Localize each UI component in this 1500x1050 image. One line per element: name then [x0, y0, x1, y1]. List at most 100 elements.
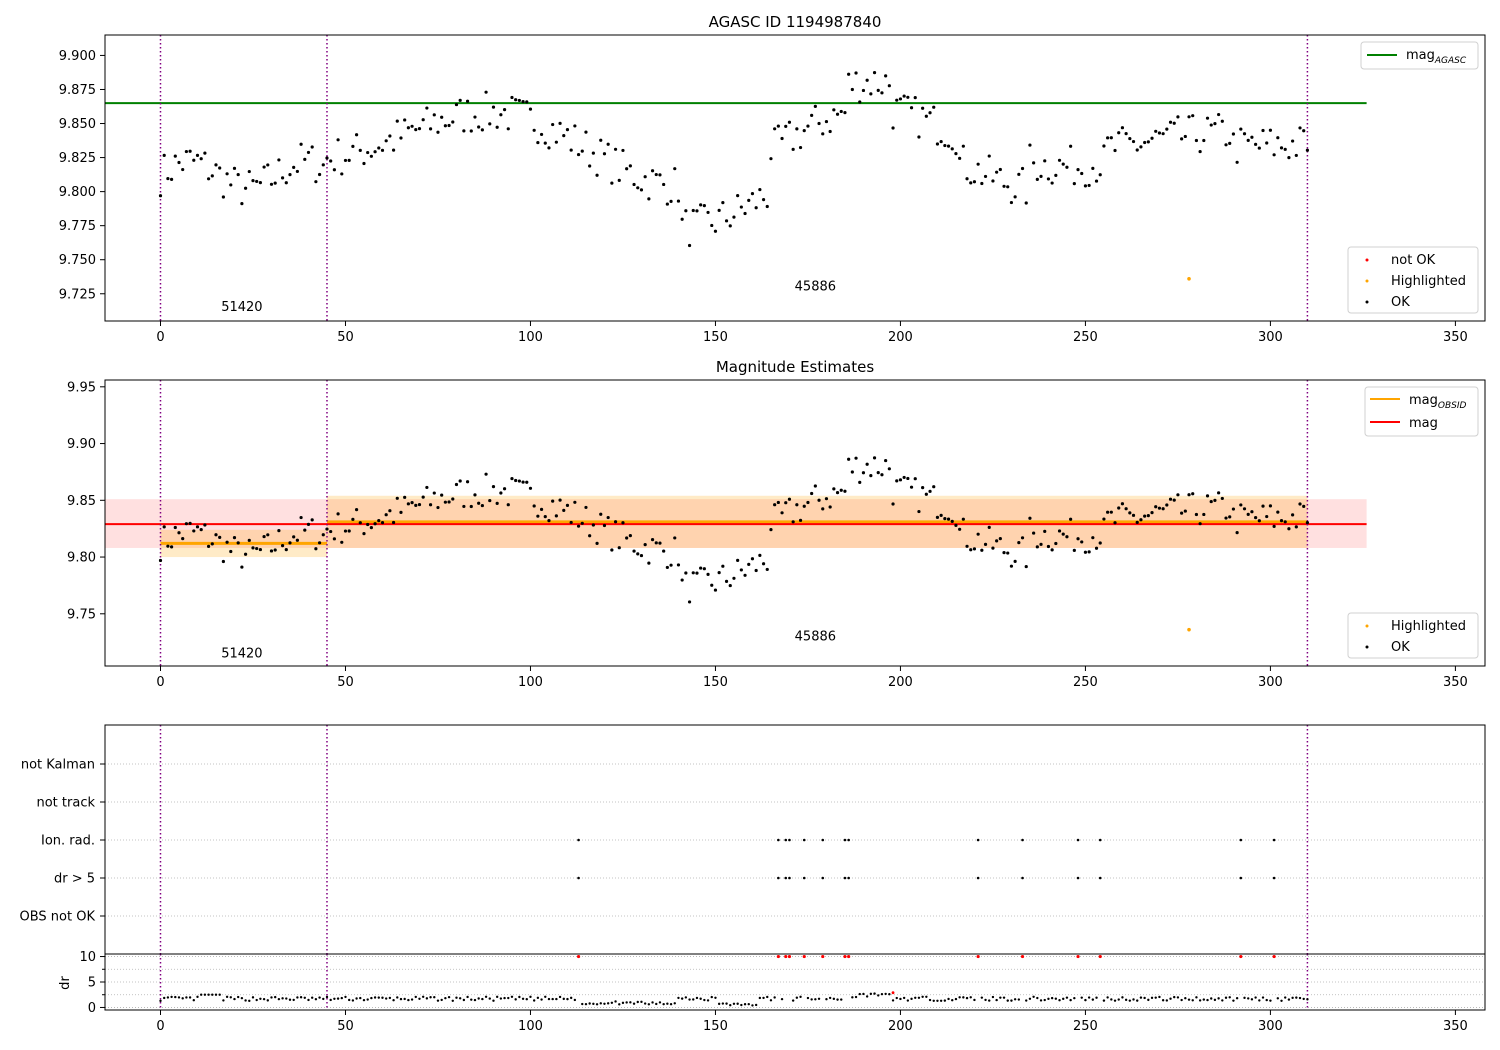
dr-point — [177, 996, 181, 999]
ok-point — [580, 521, 584, 525]
ok-point — [976, 532, 980, 536]
ok-point — [199, 157, 203, 161]
dr-point — [521, 997, 525, 1000]
x-tick-label: 300 — [1258, 1019, 1283, 1034]
ok-point — [454, 102, 459, 107]
ok-point — [699, 203, 703, 207]
dr-point — [662, 1002, 665, 1006]
dr-point — [680, 997, 684, 1000]
ok-point — [292, 535, 296, 539]
ok-point — [488, 498, 492, 503]
ok-point — [366, 522, 370, 527]
dr-point — [510, 995, 514, 998]
dr-point — [902, 996, 906, 1000]
dr-point — [288, 998, 292, 1001]
ok-point — [721, 564, 725, 568]
ok-point — [469, 504, 473, 509]
ok-point — [1117, 131, 1121, 135]
dr-point — [854, 995, 858, 999]
x-tick-label: 200 — [888, 1019, 913, 1034]
dr-point — [392, 999, 395, 1002]
ok-point — [728, 224, 732, 228]
dr-point — [1084, 998, 1087, 1002]
ok-point — [565, 503, 570, 507]
ok-point — [791, 520, 795, 524]
ok-point — [628, 533, 632, 538]
ok-point — [758, 187, 762, 192]
ok-point — [654, 541, 658, 545]
dr-point — [669, 1003, 673, 1006]
ok-point — [606, 142, 610, 146]
dr-point — [373, 996, 377, 999]
ok-point — [1002, 184, 1006, 188]
dr-point — [551, 997, 554, 1001]
ok-point — [1305, 520, 1310, 525]
ok-point — [410, 124, 414, 128]
dr-point — [806, 996, 810, 1000]
ok-point — [443, 124, 447, 128]
ok-point — [684, 209, 688, 213]
ok-point — [284, 181, 288, 185]
ok-point — [884, 74, 888, 78]
dr-point — [322, 997, 325, 1001]
ok-point — [1043, 529, 1047, 533]
ok-point — [329, 159, 333, 163]
y-tick-label: 9.90 — [67, 437, 96, 452]
dr-point — [1006, 999, 1009, 1002]
dr-point — [1284, 996, 1287, 999]
ok-point — [1024, 564, 1028, 569]
dr-point — [466, 995, 469, 999]
ok-point — [580, 149, 584, 153]
ok-point — [595, 541, 599, 545]
dr-high-point — [1272, 954, 1276, 959]
ok-point — [810, 113, 814, 117]
dr-point — [699, 997, 702, 1000]
dr-point — [925, 995, 928, 998]
ok-point — [976, 162, 980, 166]
ok-point — [480, 128, 484, 132]
ok-point — [832, 108, 836, 112]
dr-point — [273, 995, 277, 999]
dr-point — [444, 996, 447, 1000]
ok-point — [724, 579, 729, 583]
ok-point — [181, 537, 185, 541]
ok-point — [835, 490, 840, 495]
ok-point — [1254, 516, 1258, 520]
dr-point — [225, 995, 229, 999]
x-tick-label: 250 — [1073, 675, 1098, 690]
ok-point — [1124, 507, 1128, 511]
dr-point — [614, 1000, 617, 1003]
ok-point — [606, 515, 610, 520]
ok-point — [610, 181, 614, 185]
ok-point — [1080, 171, 1084, 176]
ok-point — [1272, 524, 1276, 528]
ok-point — [654, 172, 658, 177]
dr-point — [951, 999, 954, 1002]
ok-point — [750, 557, 755, 561]
ok-point — [884, 458, 888, 463]
ok-point — [425, 106, 429, 110]
dr-point — [703, 998, 706, 1002]
flag-category-label: not Kalman — [21, 758, 95, 773]
ok-point — [1017, 541, 1021, 545]
dr-point — [1010, 999, 1013, 1002]
ok-point — [687, 600, 692, 604]
ok-point — [1191, 492, 1195, 496]
ok-point — [858, 100, 862, 104]
dr-point — [917, 996, 921, 999]
ok-point — [946, 144, 951, 148]
ok-point — [924, 492, 928, 496]
ok-point — [343, 529, 348, 533]
dr-point — [185, 996, 188, 999]
ok-point — [499, 491, 503, 495]
dr-point — [259, 997, 262, 1000]
ok-point — [1083, 550, 1088, 554]
ok-point — [739, 568, 743, 572]
ok-point — [1276, 136, 1280, 140]
ok-point — [695, 571, 699, 575]
ok-point — [1220, 496, 1224, 501]
dr-point — [1243, 996, 1246, 1000]
ok-point — [195, 525, 200, 529]
ok-point — [528, 486, 533, 490]
ok-point — [747, 562, 751, 566]
